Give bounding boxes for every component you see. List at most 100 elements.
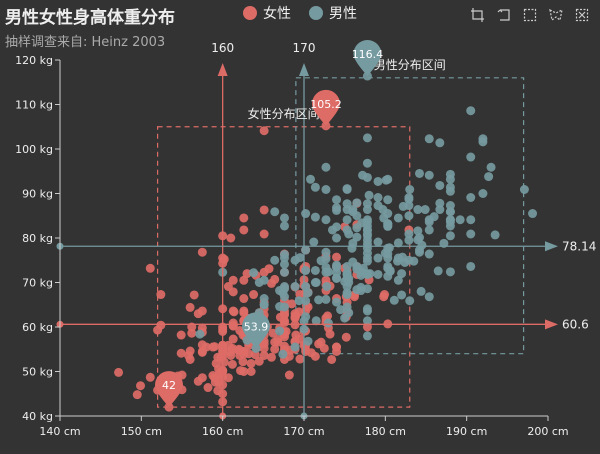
data-point bbox=[310, 278, 320, 287]
data-point bbox=[445, 169, 455, 179]
data-point bbox=[416, 286, 426, 296]
y-tick-label: 50 kg bbox=[22, 366, 53, 379]
mark-line-label: 78.14 bbox=[562, 239, 596, 253]
data-point bbox=[424, 225, 434, 235]
data-point bbox=[294, 296, 304, 306]
data-point bbox=[273, 337, 283, 347]
data-point bbox=[389, 295, 399, 305]
x-tick-label: 190 cm bbox=[446, 425, 487, 438]
data-point bbox=[321, 267, 331, 277]
mark-point-layer: 105.2 42 116.4 53.9 bbox=[154, 40, 384, 408]
data-point bbox=[321, 215, 331, 225]
data-point bbox=[420, 205, 430, 215]
mark-line-layer: 60.6 160 78.14 170 女性分布区间 男性分布区间 bbox=[56, 41, 596, 420]
data-point bbox=[228, 318, 238, 328]
mark-area-label: 男性分布区间 bbox=[374, 58, 446, 72]
data-point bbox=[279, 213, 289, 223]
polygon-select-icon[interactable] bbox=[548, 7, 564, 23]
data-point bbox=[290, 282, 300, 292]
data-point bbox=[238, 357, 248, 367]
x-tick-label: 140 cm bbox=[39, 425, 80, 438]
data-point bbox=[303, 288, 313, 298]
data-point bbox=[226, 233, 236, 243]
data-point bbox=[249, 268, 259, 278]
clear-select-icon[interactable] bbox=[574, 7, 590, 23]
data-point bbox=[279, 316, 289, 326]
data-point bbox=[259, 229, 269, 239]
data-point bbox=[362, 269, 372, 279]
data-point bbox=[259, 275, 269, 285]
data-point bbox=[466, 106, 476, 116]
data-point bbox=[352, 285, 362, 295]
mark-line-label: 60.6 bbox=[562, 317, 589, 331]
data-point bbox=[352, 232, 362, 242]
data-point bbox=[373, 269, 383, 279]
data-point bbox=[306, 174, 316, 184]
zoom-reset-icon[interactable] bbox=[496, 7, 512, 23]
legend-item-male[interactable]: 男性 bbox=[309, 3, 357, 23]
data-point bbox=[383, 271, 393, 281]
data-point bbox=[197, 340, 207, 350]
x-tick-label: 180 cm bbox=[365, 425, 406, 438]
chart-subtitle: 抽样调查来自: Heinz 2003 bbox=[5, 35, 166, 50]
y-tick-label: 110 kg bbox=[15, 99, 53, 112]
mark-line-label: 170 bbox=[293, 41, 316, 55]
data-zoom-icon[interactable] bbox=[470, 7, 486, 23]
mark-line-arrow-icon bbox=[545, 241, 558, 252]
data-point bbox=[445, 231, 455, 241]
data-point bbox=[239, 275, 249, 285]
data-point bbox=[404, 201, 414, 211]
data-point bbox=[203, 383, 213, 393]
rect-select-icon[interactable] bbox=[522, 7, 538, 23]
data-point bbox=[373, 201, 383, 211]
data-point bbox=[362, 158, 372, 168]
data-point bbox=[364, 190, 374, 200]
data-point bbox=[239, 225, 249, 235]
y-tick-label: 80 kg bbox=[22, 232, 53, 245]
legend-item-female[interactable]: 女性 bbox=[243, 3, 291, 23]
mark-area-layer bbox=[157, 77, 525, 408]
data-point bbox=[332, 222, 342, 232]
mark-point-label: 53.9 bbox=[244, 320, 269, 333]
data-point bbox=[284, 370, 294, 380]
mark-area-label: 女性分布区间 bbox=[248, 106, 320, 121]
data-point bbox=[342, 282, 352, 292]
data-point bbox=[136, 381, 146, 391]
mark-point-label: 116.4 bbox=[352, 48, 384, 61]
data-point bbox=[279, 292, 289, 302]
mark-line-label: 160 bbox=[211, 41, 234, 55]
data-point bbox=[290, 309, 300, 319]
data-point bbox=[249, 290, 259, 300]
data-point bbox=[404, 235, 414, 245]
data-point bbox=[208, 342, 218, 352]
data-point bbox=[303, 336, 313, 346]
data-point bbox=[223, 282, 233, 292]
data-point bbox=[290, 342, 300, 352]
data-point bbox=[185, 346, 195, 356]
data-point bbox=[195, 329, 205, 339]
data-point bbox=[373, 176, 383, 186]
data-point bbox=[383, 219, 393, 229]
data-point bbox=[433, 266, 443, 276]
y-tick-label: 120 kg bbox=[15, 54, 53, 67]
data-point bbox=[404, 229, 414, 239]
data-point bbox=[413, 205, 423, 215]
data-point bbox=[259, 294, 269, 304]
data-point bbox=[301, 265, 311, 275]
data-point bbox=[466, 193, 476, 203]
data-point bbox=[445, 201, 455, 211]
data-point bbox=[424, 249, 434, 259]
data-point bbox=[352, 211, 362, 221]
data-point bbox=[362, 248, 372, 258]
data-point bbox=[435, 180, 445, 190]
data-point bbox=[290, 255, 300, 265]
legend-marker-male-icon bbox=[309, 6, 323, 20]
data-point bbox=[362, 215, 372, 225]
data-point bbox=[466, 215, 476, 225]
data-point bbox=[223, 373, 233, 383]
data-point bbox=[278, 349, 288, 359]
data-point bbox=[414, 168, 424, 178]
data-point bbox=[279, 249, 289, 259]
mark-area-box bbox=[157, 126, 411, 408]
data-point bbox=[266, 352, 276, 362]
